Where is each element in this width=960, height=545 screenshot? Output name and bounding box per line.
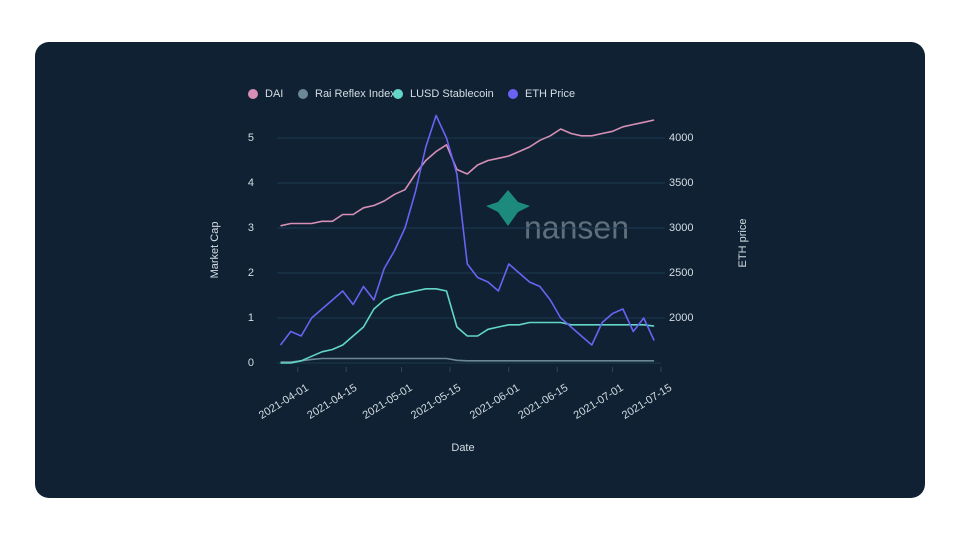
legend-label: LUSD Stablecoin — [410, 88, 494, 100]
y-tick-label: 1 — [248, 312, 254, 324]
series-line — [280, 119, 655, 227]
series-line — [279, 114, 655, 346]
y2-tick-label: 4000 — [669, 132, 693, 144]
logo: nansen — [486, 190, 629, 245]
legend-swatch — [508, 89, 518, 99]
logo-mark — [486, 190, 530, 226]
y-tick-label: 0 — [248, 357, 254, 369]
x-axis-label: Date — [451, 442, 474, 454]
y-tick-label: 4 — [248, 177, 254, 189]
watermark: nansen — [524, 209, 629, 245]
chart-card — [35, 42, 925, 498]
legend-label: DAI — [265, 88, 283, 100]
series-line — [280, 357, 655, 363]
legend-swatch — [298, 89, 308, 99]
y2-axis-label: ETH price — [737, 219, 749, 268]
y2-tick-label: 3500 — [669, 177, 693, 189]
y2-tick-label: 2500 — [669, 267, 693, 279]
y-axis-label: Market Cap — [209, 222, 221, 279]
y-tick-label: 2 — [248, 267, 254, 279]
y2-tick-label: 2000 — [669, 312, 693, 324]
legend-label: ETH Price — [525, 88, 575, 100]
legend-swatch — [393, 89, 403, 99]
y-tick-label: 5 — [248, 132, 254, 144]
legend-label: Rai Reflex Index — [315, 88, 396, 100]
y-tick-label: 3 — [248, 222, 254, 234]
series-line — [280, 288, 655, 364]
legend-swatch — [248, 89, 258, 99]
y2-tick-label: 3000 — [669, 222, 693, 234]
